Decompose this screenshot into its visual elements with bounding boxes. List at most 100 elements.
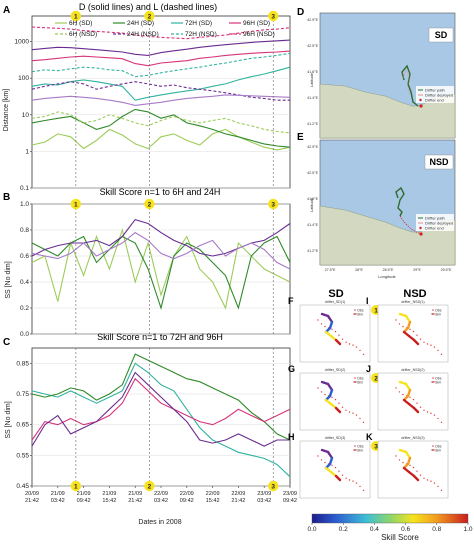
panel-a-series [31,26,291,151]
obs-point [426,343,429,345]
marker-label-C: 3 [271,483,275,490]
panel-c-title: Skill Score n=1 to 72H and 96H [97,332,223,342]
map-d-drifter-end [419,104,423,108]
xtick-time: 15:42 [102,498,116,504]
obs-point [395,387,397,389]
marker-label-A: 1 [74,13,78,20]
obs-point [395,319,397,321]
panel-b: B Skill Score n=1 to 6H and 24H SS [No d… [3,187,291,338]
series-line-C-0 [31,362,291,478]
panel-b-series [31,218,291,310]
ytick-label-B: 1.0 [20,201,29,208]
sim-segment [404,314,412,324]
ytick-label-B: 0.2 [20,305,29,312]
xtick-date: 20/09 [25,491,39,497]
map-d: D SD Drifter path Drifter deployed Drift… [297,7,456,145]
obs-point [423,341,425,343]
panel-c-yticks: 0.45 0.55 0.65 0.75 0.85 [16,360,32,490]
panel-letter-a: A [3,5,10,16]
xtick-date: 22/09 [231,491,245,497]
marker-circle-B [268,198,279,210]
map-xtick: 29.5°E [441,268,452,272]
obs-point [433,482,436,484]
xtick-date: 22/09 [180,491,194,497]
obs-point [423,409,425,411]
sim-segment [404,382,412,392]
obs-point [355,482,358,484]
panel-b-title: Skill Score n=1 to 6H and 24H [100,187,221,197]
series-line-A-3 [31,50,291,67]
obs-point [352,344,354,346]
map-d-drifter-path [401,64,419,107]
sim-segment [412,474,420,482]
xtick-date: 21/09 [77,491,91,497]
xtick-date: 22/09 [154,491,168,497]
marker-label-C: 1 [74,483,78,490]
map-d-ylabel: Latitude [309,72,314,87]
marker-label-A: 2 [148,13,152,20]
obs-point [419,338,422,340]
series-line-A-1 [31,108,291,148]
obs-point [440,353,443,356]
small-panel-letter: K [366,432,373,442]
small-legend-obs: Obs [357,444,364,448]
obs-point [345,477,347,479]
xtick-time: 03:42 [51,498,65,504]
small-legend-obs-key [432,309,434,311]
obs-point [402,393,404,396]
obs-point [423,477,425,479]
small-legend-obs: Obs [435,444,442,448]
xtick-time: 09:42 [77,498,91,504]
map-ytick: 41.2°E [307,249,318,253]
map-e-legend: Drifter path Drifter deployed Drifter en… [416,214,454,231]
obs-point [430,344,432,346]
map-e-xlabel: Longitude [378,274,396,279]
obs-point [362,353,365,356]
map-ytick: 42.5°E [307,171,318,175]
xtick-date: 21/09 [128,491,142,497]
obs-point [324,393,326,396]
small-legend-obs: Obs [435,308,442,312]
legend-label: 6H (NSD) [69,31,97,38]
colorbar-ticks: 0.0 0.2 0.4 0.6 0.8 1.0 [307,523,473,533]
xtick-time: 09:42 [180,498,194,504]
obs-point [433,414,436,416]
obs-point [409,396,411,398]
obs-point [409,328,411,330]
obs-point [440,421,443,424]
small-nsd-header: NSD [403,288,426,300]
series-line-B-0 [31,228,291,310]
small-panel-frame [299,440,371,499]
obs-point [359,485,361,488]
obs-point [324,461,326,464]
map-e-drifter-end [419,232,423,236]
obs-point [317,455,319,457]
obs-point [352,480,354,482]
small-panel-letter: I [366,296,369,306]
xtick-time: 15:42 [206,498,220,504]
xtick-date: 23/09 [283,491,297,497]
panel-c-markers: 1 2 3 [70,348,279,492]
small-panel-title: drifter_SD(1) [325,300,346,304]
colorbar-tick-label: 0.4 [370,526,379,533]
marker-label-B: 3 [271,201,275,208]
small-panel-title: drifter_NSD(1) [401,300,424,304]
colorbar-tick-label: 0.8 [432,526,441,533]
obs-point [334,466,337,469]
series-line-A-4 [31,111,291,134]
marker-label-C: 2 [148,483,152,490]
small-panel-frame [299,304,371,363]
map-d-drifter-deployed [402,69,411,95]
map-d-legend-box [416,86,454,103]
map-xtick: 27.5°E [325,268,336,272]
map-ytick: 41.6°E [307,70,318,74]
obs-point [348,479,351,481]
ytick-label-A: 1 [25,148,29,155]
small-panel-title: drifter_NSD(2) [401,368,424,372]
obs-point [331,396,333,398]
obs-point [320,323,323,325]
small-panel-title: drifter_NSD(3) [401,436,424,440]
xtick-time: 21:42 [128,498,142,504]
